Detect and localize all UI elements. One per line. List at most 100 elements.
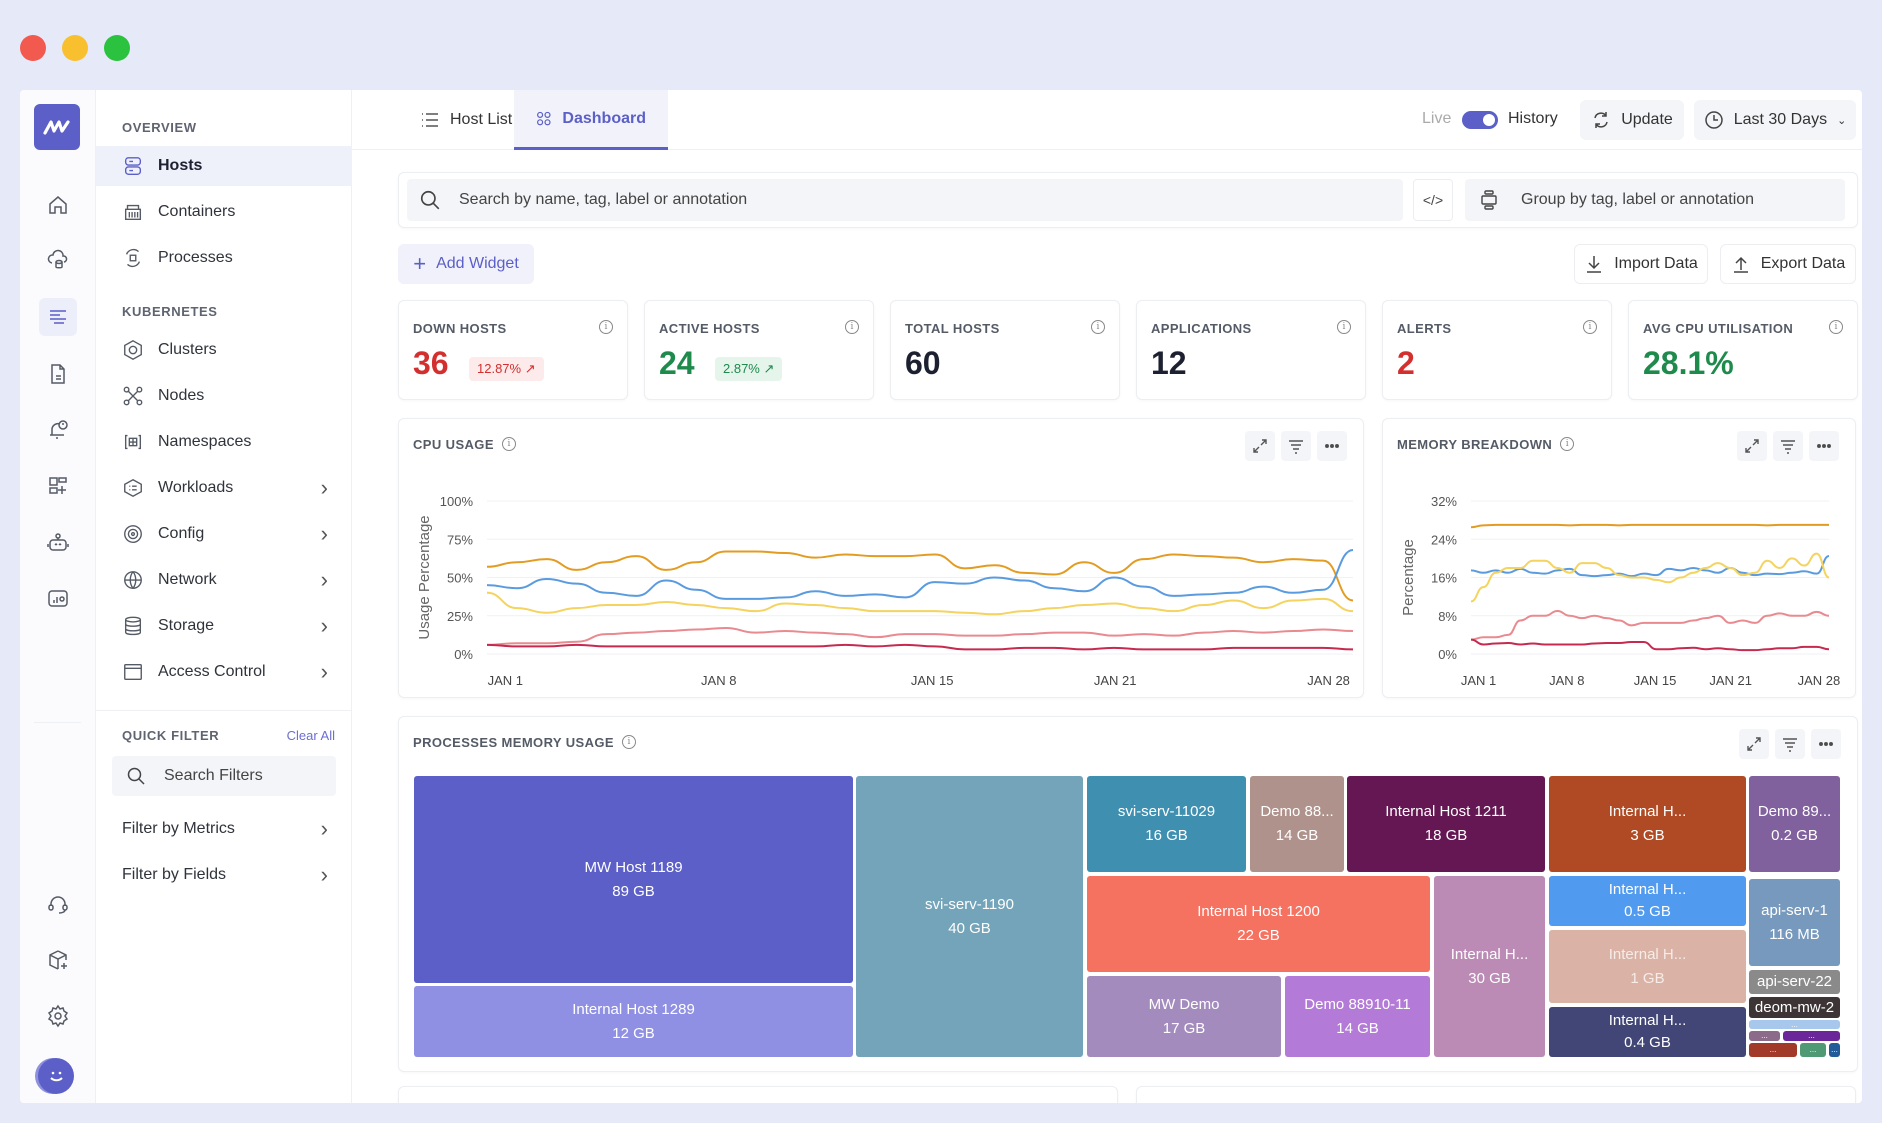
treemap-cell[interactable]: deom-mw-2 xyxy=(1749,997,1840,1018)
logo[interactable] xyxy=(34,104,80,150)
rail-user-analytics-button[interactable] xyxy=(39,580,77,618)
rail-gear-button[interactable] xyxy=(39,997,77,1035)
rail-cloud-database-button[interactable] xyxy=(39,241,77,279)
info-icon[interactable]: i xyxy=(501,437,516,451)
more-icon xyxy=(1325,443,1339,448)
filter-button[interactable] xyxy=(1775,729,1805,759)
more-button[interactable] xyxy=(1811,729,1841,759)
expand-button[interactable] xyxy=(1739,729,1769,759)
treemap-cell[interactable]: api-serv-1 116 MB xyxy=(1749,879,1840,966)
date-range-dropdown[interactable]: Last 30 Days ⌄ xyxy=(1694,100,1856,140)
sidebar-item-clusters[interactable]: Clusters xyxy=(96,330,352,370)
series-line-yellow[interactable] xyxy=(1470,552,1830,603)
sidebar-item-containers[interactable]: Containers xyxy=(96,192,352,232)
treemap-cell[interactable]: Internal Host 1200 22 GB xyxy=(1087,876,1430,972)
treemap-cell[interactable]: ... xyxy=(1749,1020,1840,1029)
series-line-red[interactable] xyxy=(1470,638,1830,652)
series-line-orange[interactable] xyxy=(1470,523,1829,529)
info-icon[interactable]: i xyxy=(1829,320,1843,334)
search-input[interactable]: Search by name, tag, label or annotation xyxy=(407,179,1403,221)
series-line-pink[interactable] xyxy=(1470,609,1830,641)
treemap-cell[interactable]: svi-serv-11029 16 GB xyxy=(1087,776,1246,872)
export-data-button[interactable]: Export Data xyxy=(1720,244,1856,284)
info-icon[interactable]: i xyxy=(1091,320,1105,334)
treemap-cell[interactable]: ... xyxy=(1800,1043,1826,1057)
treemap-cell[interactable]: ... xyxy=(1783,1031,1840,1041)
filter-button[interactable] xyxy=(1281,431,1311,461)
sidebar-item-workloads[interactable]: Workloads › xyxy=(96,468,352,508)
treemap-cell[interactable]: ... xyxy=(1749,1031,1780,1041)
more-icon xyxy=(1819,741,1833,746)
treemap-cell[interactable]: Internal H... 30 GB xyxy=(1434,876,1545,1057)
sidebar-item-namespaces[interactable]: Namespaces xyxy=(96,422,352,462)
close-window-button[interactable] xyxy=(20,35,46,61)
info-icon[interactable]: i xyxy=(621,735,636,749)
rail-headset-button[interactable] xyxy=(39,885,77,923)
treemap-cell[interactable]: ... xyxy=(1829,1043,1840,1057)
rail-alert-bell-button[interactable] xyxy=(39,411,77,449)
widget-title: PROCESSES MEMORY USAGE xyxy=(413,734,614,750)
sidebar-item-network[interactable]: Network › xyxy=(96,560,352,600)
more-button[interactable] xyxy=(1809,431,1839,461)
rail-robot-button[interactable] xyxy=(39,524,77,562)
minimize-window-button[interactable] xyxy=(62,35,88,61)
treemap-cell[interactable]: Internal Host 1289 12 GB xyxy=(414,986,853,1057)
treemap-cell[interactable]: Internal H... 3 GB xyxy=(1549,776,1746,872)
clear-all-link[interactable]: Clear All xyxy=(286,728,335,743)
sidebar-item-filter-by-fields[interactable]: Filter by Fields › xyxy=(96,855,352,895)
rail-package-add-button[interactable] xyxy=(39,941,77,979)
treemap-cell[interactable]: MW Demo 17 GB xyxy=(1087,976,1281,1057)
info-icon[interactable]: i xyxy=(845,320,859,334)
series-line-yellow[interactable] xyxy=(486,591,1354,616)
treemap-cell[interactable]: Demo 88... 14 GB xyxy=(1250,776,1344,872)
treemap-cell[interactable]: api-serv-22 xyxy=(1749,970,1840,994)
avatar[interactable] xyxy=(38,1058,74,1094)
sidebar-item-nodes[interactable]: Nodes xyxy=(96,376,352,416)
sidebar-item-filter-by-metrics[interactable]: Filter by Metrics › xyxy=(96,809,352,849)
rail-add-widget-button[interactable] xyxy=(39,467,77,505)
treemap-cell-value: 1 GB xyxy=(1630,969,1665,987)
treemap-cell[interactable]: Internal Host 1211 18 GB xyxy=(1347,776,1545,872)
sidebar-item-processes[interactable]: Processes xyxy=(96,238,352,278)
rail-list-filter-button[interactable] xyxy=(39,298,77,336)
live-history-toggle[interactable] xyxy=(1462,111,1498,129)
group-by-input[interactable]: Group by tag, label or annotation xyxy=(1465,179,1845,221)
expand-button[interactable] xyxy=(1245,431,1275,461)
update-button[interactable]: Update xyxy=(1580,100,1684,140)
series-line-blue[interactable] xyxy=(1470,554,1830,578)
series-line-pink[interactable] xyxy=(486,626,1354,646)
search-filters-input[interactable]: Search Filters xyxy=(112,756,336,796)
filter-button[interactable] xyxy=(1773,431,1803,461)
list-filter-icon xyxy=(50,310,66,324)
treemap-cell[interactable]: Demo 88910-11 14 GB xyxy=(1285,976,1430,1057)
expand-button[interactable] xyxy=(1737,431,1767,461)
sidebar-item-config[interactable]: Config › xyxy=(96,514,352,554)
series-line-orange[interactable] xyxy=(486,550,1354,602)
sidebar-item-hosts[interactable]: Hosts xyxy=(96,146,352,186)
info-icon[interactable]: i xyxy=(1337,320,1351,334)
sidebar-item-storage[interactable]: Storage › xyxy=(96,606,352,646)
add-widget-button[interactable]: + Add Widget xyxy=(398,244,534,284)
rail-document-button[interactable] xyxy=(39,355,77,393)
treemap-cell[interactable]: Internal H... 0.4 GB xyxy=(1549,1007,1746,1057)
treemap-cell[interactable]: svi-serv-1190 40 GB xyxy=(856,776,1083,1057)
treemap-cell[interactable]: Demo 89... 0.2 GB xyxy=(1749,776,1840,872)
series-line-blue[interactable] xyxy=(486,548,1354,600)
series-line-red[interactable] xyxy=(486,643,1354,651)
sidebar-item-access-control[interactable]: Access Control › xyxy=(96,652,352,692)
rail-home-button[interactable] xyxy=(39,186,77,224)
info-icon[interactable]: i xyxy=(599,320,613,334)
info-icon[interactable]: i xyxy=(1583,320,1597,334)
treemap-cell[interactable]: ... xyxy=(1749,1043,1797,1057)
maximize-window-button[interactable] xyxy=(104,35,130,61)
info-icon[interactable]: i xyxy=(1560,437,1575,451)
tab-dashboard[interactable]: Dashboard xyxy=(514,90,668,150)
treemap-cell[interactable]: Internal H... 1 GB xyxy=(1549,930,1746,1003)
code-view-button[interactable]: </> xyxy=(1413,179,1453,221)
more-button[interactable] xyxy=(1317,431,1347,461)
treemap-cell[interactable]: MW Host 1189 89 GB xyxy=(414,776,853,983)
import-data-button[interactable]: Import Data xyxy=(1574,244,1708,284)
chevron-right-icon: › xyxy=(320,475,328,500)
treemap-cell[interactable]: Internal H... 0.5 GB xyxy=(1549,876,1746,926)
tab-host-list[interactable]: Host List xyxy=(398,90,534,150)
